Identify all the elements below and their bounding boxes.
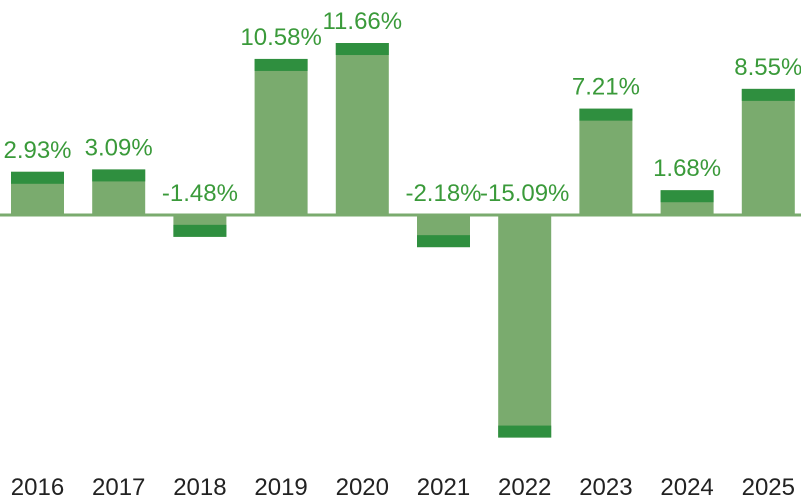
bar-cap-2020 [335,43,389,56]
bars-group [11,43,795,438]
bar-2022 [498,215,552,438]
bar-2020 [335,43,389,215]
value-label-2018: -1.48% [162,180,238,207]
bar-2019 [254,58,308,215]
bar-cap-2022 [498,425,552,438]
x-label-2018: 2018 [173,474,226,501]
x-label-2024: 2024 [660,474,713,501]
x-label-2023: 2023 [579,474,632,501]
bar-cap-2019 [254,58,308,71]
value-label-2024: 1.68% [653,155,721,182]
x-label-2025: 2025 [742,474,795,501]
x-label-2019: 2019 [254,474,307,501]
x-axis-labels-group: 2016 2017 2018 2019 2020 2021 2022 2023 2024 2025 [11,474,795,501]
bar-cap-2023 [579,108,633,121]
value-label-2023: 7.21% [572,74,640,101]
x-label-2016: 2016 [11,474,64,501]
x-label-2020: 2020 [336,474,389,501]
value-label-2016: 2.93% [3,137,71,164]
value-label-2022: -15.09% [480,180,569,207]
value-label-2021: -2.18% [405,180,481,207]
bar-cap-2018 [173,224,227,237]
x-label-2017: 2017 [92,474,145,501]
bar-cap-2025 [741,88,795,101]
bar-2023 [579,108,633,215]
bar-2025 [741,88,795,215]
bar-cap-2021 [417,235,470,248]
value-label-2019: 10.58% [240,24,321,51]
value-label-2025: 8.55% [734,54,801,81]
value-label-2020: 11.66% [322,8,402,35]
bar-cap-2024 [660,190,714,203]
bar-cap-2016 [11,171,64,184]
bar-cap-2017 [92,169,146,182]
x-label-2021: 2021 [417,474,470,501]
x-label-2022: 2022 [498,474,551,501]
value-labels-group: 2.93% 3.09% -1.48% 10.58%11.66% -2.18%-15.09… [3,8,801,207]
value-label-2017: 3.09% [85,134,153,161]
